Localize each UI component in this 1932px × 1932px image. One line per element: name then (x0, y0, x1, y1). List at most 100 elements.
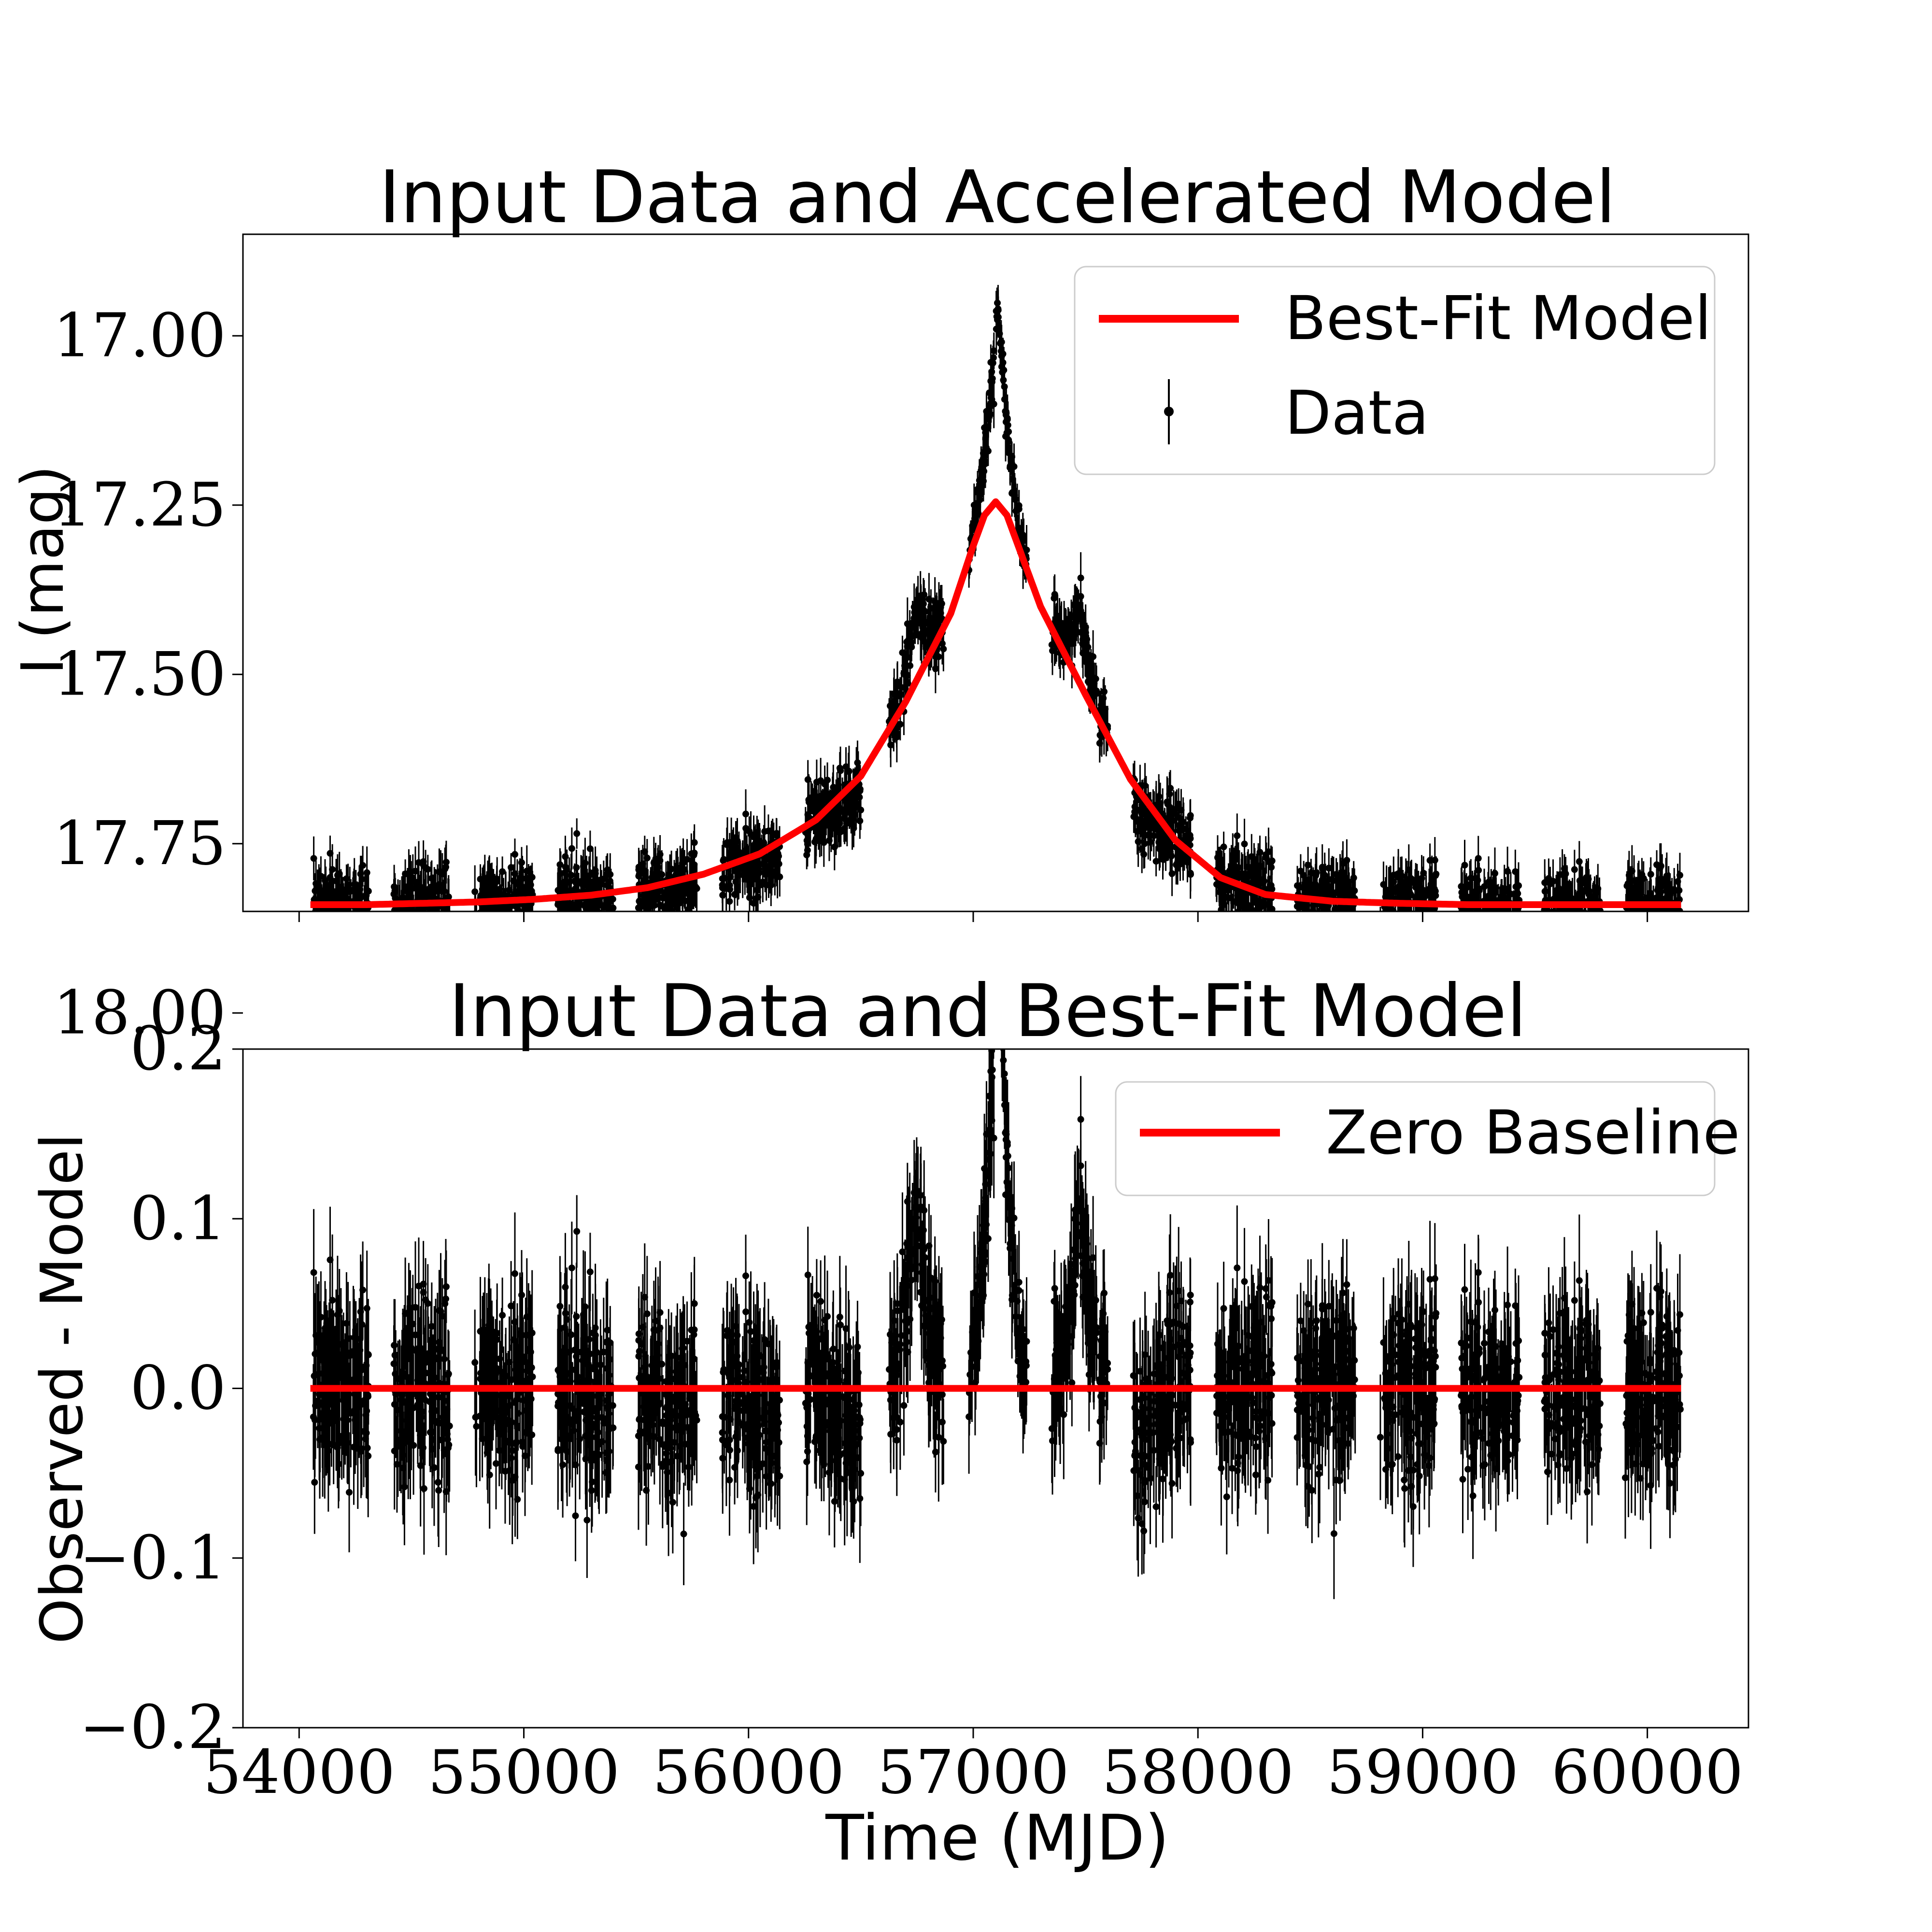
bottom-residual-point (1381, 1396, 1389, 1403)
bottom-residual-point (390, 1360, 398, 1367)
top-data-point (1404, 884, 1410, 892)
top-data-point (1666, 891, 1674, 898)
bottom-residual-point (1325, 1396, 1332, 1404)
top-data-point (1390, 878, 1397, 885)
top-data-point (1141, 840, 1148, 847)
bottom-residual-point (1175, 1287, 1182, 1294)
top-data-point (327, 850, 334, 857)
bottom-residual-point (1333, 1417, 1340, 1424)
top-data-point (363, 869, 370, 876)
bottom-residual-point (1560, 1351, 1567, 1359)
bottom-residual-point (1341, 1367, 1348, 1375)
bottom-residual-point (1135, 1515, 1142, 1522)
top-data-point (1345, 905, 1352, 911)
top-data-point (1472, 875, 1479, 882)
top-data-point (1248, 853, 1255, 860)
bottom-residual-point (1432, 1353, 1439, 1360)
bottom-residual-point (970, 1289, 978, 1296)
top-data-point (978, 467, 985, 474)
bottom-residual-point (731, 1405, 739, 1412)
bottom-residual-point (987, 1128, 994, 1135)
bottom-residual-point (635, 1353, 642, 1360)
bottom-residual-point (1181, 1406, 1188, 1413)
bottom-residual-point (726, 1447, 733, 1454)
bottom-residual-point (803, 1458, 810, 1465)
bottom-residual-point (1227, 1378, 1235, 1386)
bottom-residual-point (643, 1310, 651, 1318)
bottom-residual-point (720, 1369, 727, 1376)
bottom-residual-point (1345, 1403, 1352, 1410)
bottom-residual-point (764, 1428, 771, 1435)
bottom-residual-point (497, 1379, 504, 1386)
bottom-residual-point (636, 1374, 643, 1381)
top-data-point (904, 620, 911, 627)
bottom-residual-point (1431, 1347, 1438, 1354)
bottom-residual-point (1383, 1353, 1390, 1360)
bottom-residual-point (1136, 1368, 1144, 1375)
bottom-residual-point (894, 1360, 900, 1367)
bottom-residual-point (890, 1336, 897, 1343)
bottom-residual-point (1550, 1371, 1557, 1378)
bottom-residual-point (663, 1412, 670, 1419)
bottom-residual-point (1426, 1454, 1434, 1462)
top-data-point (495, 907, 501, 911)
bottom-residual-point (391, 1448, 398, 1455)
top-data-point (1101, 688, 1108, 695)
bottom-residual-season-9 (966, 1049, 1030, 1474)
bottom-residual-point (403, 1417, 410, 1424)
bottom-residual-point (430, 1464, 438, 1471)
top-data-point (969, 522, 976, 529)
top-data-point (1659, 876, 1666, 883)
bottom-residual-point (1401, 1485, 1408, 1492)
bottom-residual-point (586, 1377, 593, 1384)
bottom-residual-point (1240, 1414, 1247, 1421)
top-data-point (654, 864, 662, 871)
bottom-residual-point (1409, 1503, 1417, 1510)
bottom-residual-point (1557, 1368, 1563, 1376)
top-data-point (1220, 843, 1227, 851)
top-data-point (680, 859, 687, 867)
bottom-residual-point (1295, 1400, 1302, 1407)
best-fit-model-line (309, 498, 1682, 908)
top-data-point (723, 841, 730, 848)
bottom-residual-point (1234, 1264, 1241, 1271)
bottom-residual-point (1082, 1229, 1089, 1236)
bottom-residual-point (643, 1393, 650, 1400)
bottom-residual-point (758, 1376, 766, 1383)
top-y-tick-label: 17.00 (53, 300, 226, 370)
top-data-point (774, 850, 781, 857)
bottom-residual-point (1187, 1292, 1194, 1299)
top-data-point (1475, 867, 1482, 874)
bottom-residual-point (1317, 1352, 1324, 1359)
bottom-residual-point (1335, 1437, 1343, 1444)
top-data-point (753, 872, 761, 879)
top-data-point (573, 830, 581, 837)
top-data-point (357, 893, 365, 900)
bottom-residual-point (1312, 1347, 1319, 1354)
bottom-residual-point (1232, 1391, 1239, 1398)
bottom-residual-point (1062, 1338, 1069, 1346)
bottom-residual-point (986, 1093, 993, 1100)
bottom-residual-point (417, 1462, 424, 1469)
bottom-residual-point (1430, 1421, 1437, 1428)
bottom-residual-point (1068, 1301, 1076, 1308)
bottom-residual-point (1156, 1460, 1164, 1467)
top-data-point (856, 794, 863, 801)
bottom-residual-point (1166, 1289, 1173, 1296)
bottom-residual-point (896, 1346, 903, 1353)
top-data-point (1172, 810, 1179, 818)
top-data-point (1418, 890, 1424, 897)
bottom-residual-point (663, 1405, 670, 1412)
bottom-residual-point (359, 1286, 367, 1293)
top-data-point (523, 867, 530, 875)
bottom-residual-point (334, 1444, 341, 1451)
bottom-residual-point (1426, 1276, 1434, 1283)
top-data-point (1304, 902, 1311, 909)
bottom-residual-point (1263, 1435, 1270, 1441)
bottom-residual-point (939, 1363, 947, 1370)
top-data-point (1301, 887, 1308, 894)
bottom-residual-point (925, 1379, 932, 1386)
bottom-residual-point (732, 1322, 739, 1330)
bottom-residual-point (1489, 1430, 1496, 1437)
bottom-residual-point (912, 1214, 920, 1221)
